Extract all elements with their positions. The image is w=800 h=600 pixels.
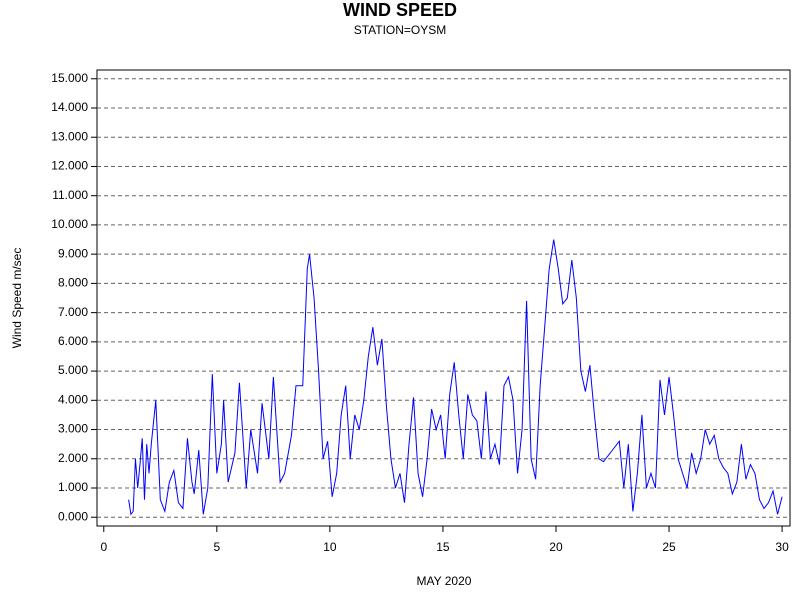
x-tick-label: 10 xyxy=(323,540,337,554)
data-line xyxy=(128,239,783,516)
x-tick-label: 15 xyxy=(436,540,450,554)
y-tick-label: 0.000 xyxy=(58,509,88,523)
y-tick-label: 15.000 xyxy=(51,71,88,85)
y-tick-label: 12.000 xyxy=(51,159,88,173)
y-axis-label: Wind Speed m/sec xyxy=(10,248,24,349)
x-tick-label: 5 xyxy=(213,540,220,554)
y-tick-label: 6.000 xyxy=(58,334,88,348)
plot-frame xyxy=(96,69,791,527)
x-tick-label: 20 xyxy=(549,540,563,554)
chart-title: WIND SPEED xyxy=(343,0,457,20)
y-tick-label: 13.000 xyxy=(51,129,88,143)
x-tick-label: 30 xyxy=(775,540,789,554)
y-tick-label: 1.000 xyxy=(58,480,88,494)
x-axis-label: MAY 2020 xyxy=(417,574,472,588)
y-tick-label: 7.000 xyxy=(58,305,88,319)
y-tick-label: 2.000 xyxy=(58,451,88,465)
y-tick-label: 4.000 xyxy=(58,392,88,406)
chart-subtitle: STATION=OYSM xyxy=(354,23,447,37)
y-tick-label: 5.000 xyxy=(58,363,88,377)
y-tick-label: 8.000 xyxy=(58,276,88,290)
x-tick-label: 25 xyxy=(662,540,676,554)
y-tick-label: 3.000 xyxy=(58,422,88,436)
y-tick-label: 9.000 xyxy=(58,246,88,260)
x-tick-label: 0 xyxy=(100,540,107,554)
y-tick-label: 11.000 xyxy=(52,188,88,202)
y-tick-label: 10.000 xyxy=(51,217,88,231)
y-tick-label: 14.000 xyxy=(51,100,88,114)
